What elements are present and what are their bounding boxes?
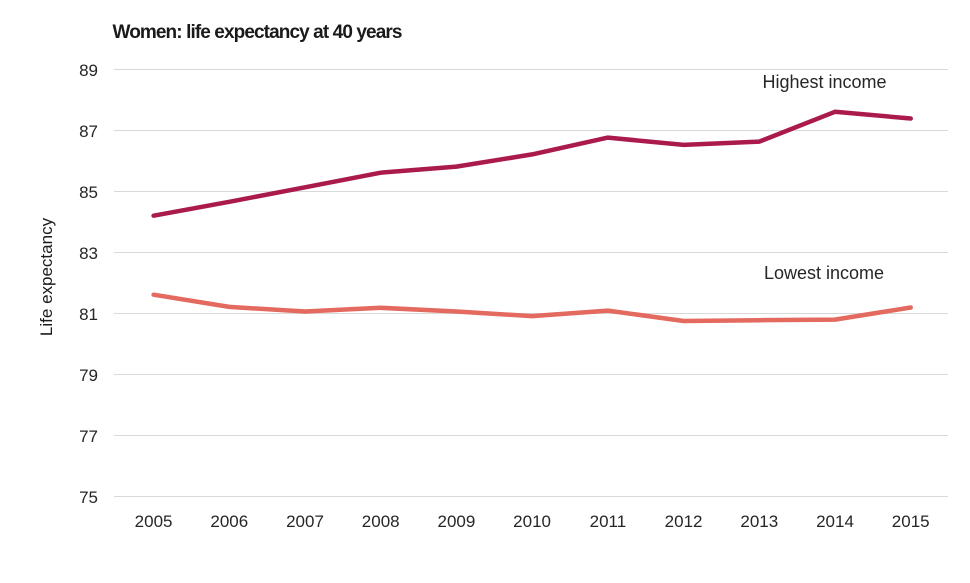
svg-text:2012: 2012: [665, 512, 703, 531]
svg-text:2011: 2011: [590, 512, 627, 531]
svg-text:Life expectancy: Life expectancy: [37, 217, 56, 336]
svg-text:2009: 2009: [437, 512, 475, 531]
svg-text:2006: 2006: [210, 512, 248, 531]
svg-text:2007: 2007: [286, 512, 324, 531]
svg-text:83: 83: [79, 244, 98, 263]
svg-text:89: 89: [79, 61, 98, 80]
svg-text:75: 75: [79, 488, 98, 507]
svg-text:2015: 2015: [892, 512, 930, 531]
svg-text:2010: 2010: [513, 512, 551, 531]
svg-text:81: 81: [79, 305, 98, 324]
svg-text:85: 85: [79, 183, 98, 202]
svg-text:87: 87: [79, 122, 98, 141]
svg-text:Highest income: Highest income: [763, 72, 887, 92]
svg-text:2014: 2014: [816, 512, 854, 531]
svg-text:Lowest income: Lowest income: [764, 263, 884, 283]
svg-text:Women: life expectancy at 40 y: Women: life expectancy at 40 years: [113, 22, 402, 43]
svg-text:2008: 2008: [362, 512, 400, 531]
svg-text:77: 77: [79, 427, 98, 446]
svg-text:79: 79: [79, 366, 98, 385]
svg-text:2013: 2013: [740, 512, 778, 531]
svg-text:2005: 2005: [135, 512, 173, 531]
